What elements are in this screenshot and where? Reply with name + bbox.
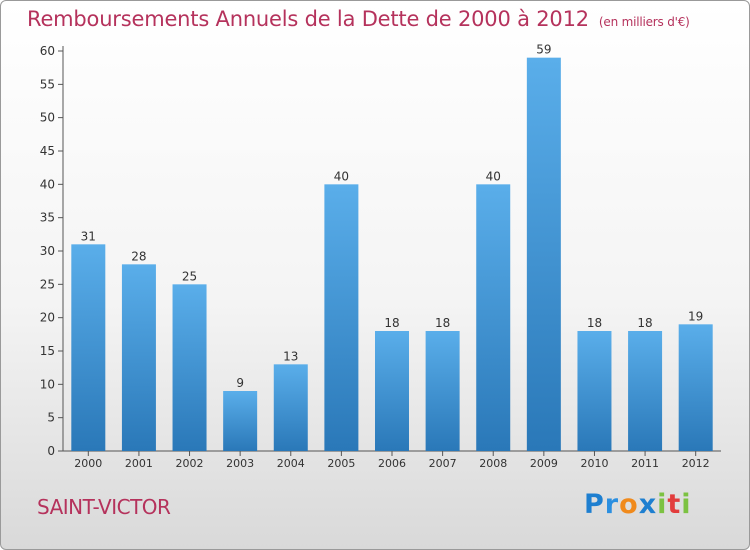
data-label: 18	[587, 316, 602, 330]
bar-2012	[678, 324, 713, 451]
y-tick-label: 40	[40, 177, 55, 191]
x-tick-label: 2004	[277, 457, 305, 470]
x-tick-label: 2005	[327, 457, 355, 470]
x-tick-label: 2011	[631, 457, 659, 470]
x-tick-label: 2010	[580, 457, 608, 470]
data-label: 18	[384, 316, 399, 330]
data-label: 31	[81, 229, 96, 243]
chart-subtitle: (en milliers d'€)	[598, 15, 690, 29]
data-label: 18	[637, 316, 652, 330]
data-label: 18	[435, 316, 450, 330]
y-tick-label: 45	[40, 144, 55, 158]
bar-2009	[526, 57, 561, 452]
data-label: 9	[236, 376, 244, 390]
y-tick-label: 50	[40, 111, 55, 125]
x-tick-label: 2008	[479, 457, 507, 470]
bar-2006	[375, 331, 409, 451]
x-tick-label: 2003	[226, 457, 254, 470]
chart-title-text: Remboursements Annuels de la Dette de 20…	[27, 7, 589, 31]
y-tick-label: 15	[40, 344, 55, 358]
logo-letter: i	[657, 489, 668, 520]
data-label: 40	[486, 169, 501, 183]
bar-2010	[577, 331, 612, 451]
y-tick-label: 10	[40, 377, 55, 391]
y-tick-label: 30	[40, 244, 55, 258]
x-tick-label: 2001	[125, 457, 153, 470]
axes: 0 5 10 15 20 25 30 35 40 45 50 55 60 2000 2001 2002 2003…	[40, 44, 721, 470]
bar-2005	[324, 184, 359, 452]
y-tick-label: 25	[40, 277, 55, 291]
y-tick-label: 0	[47, 444, 55, 458]
logo-letter: i	[681, 489, 692, 520]
data-label: 28	[131, 249, 146, 263]
data-label: 19	[688, 309, 703, 323]
y-tick-label: 35	[40, 211, 55, 225]
data-label: 40	[334, 169, 349, 183]
x-tick-label: 2006	[378, 457, 406, 470]
logo-letter: o	[619, 489, 639, 520]
x-tick-label: 2000	[74, 457, 102, 470]
logo-letter: t	[667, 489, 682, 520]
x-tick-label: 2012	[682, 457, 710, 470]
bar-2011	[628, 331, 663, 451]
chart-title: Remboursements Annuels de la Dette de 20…	[27, 7, 690, 31]
y-tick-label: 5	[47, 411, 55, 425]
x-tick-label: 2009	[530, 457, 558, 470]
data-label: 25	[182, 269, 197, 283]
bar-2004	[273, 364, 308, 451]
y-tick-label: 60	[40, 44, 55, 58]
y-tick-label: 20	[40, 311, 55, 325]
bar-2002	[172, 284, 207, 451]
bar-2000	[71, 244, 106, 451]
bar-2007	[425, 331, 460, 451]
data-label: 13	[283, 349, 298, 363]
x-tick-label: 2002	[176, 457, 204, 470]
logo-letter: r	[604, 489, 620, 520]
proxiti-logo: Proxiti	[584, 489, 692, 520]
bar-2001	[121, 264, 156, 451]
x-tick-label: 2007	[429, 457, 457, 470]
commune-name: SAINT-VICTOR	[37, 495, 171, 519]
bars	[71, 57, 713, 452]
logo-letter: P	[584, 489, 605, 520]
logo-letter: x	[638, 489, 658, 520]
bar-2008	[476, 184, 511, 452]
data-label: 59	[536, 43, 551, 57]
bar-2003	[223, 391, 258, 451]
y-tick-label: 55	[40, 77, 55, 91]
data-labels: 31 28 25 9 13 40 18 18 40 59 18 18 19	[81, 43, 704, 390]
